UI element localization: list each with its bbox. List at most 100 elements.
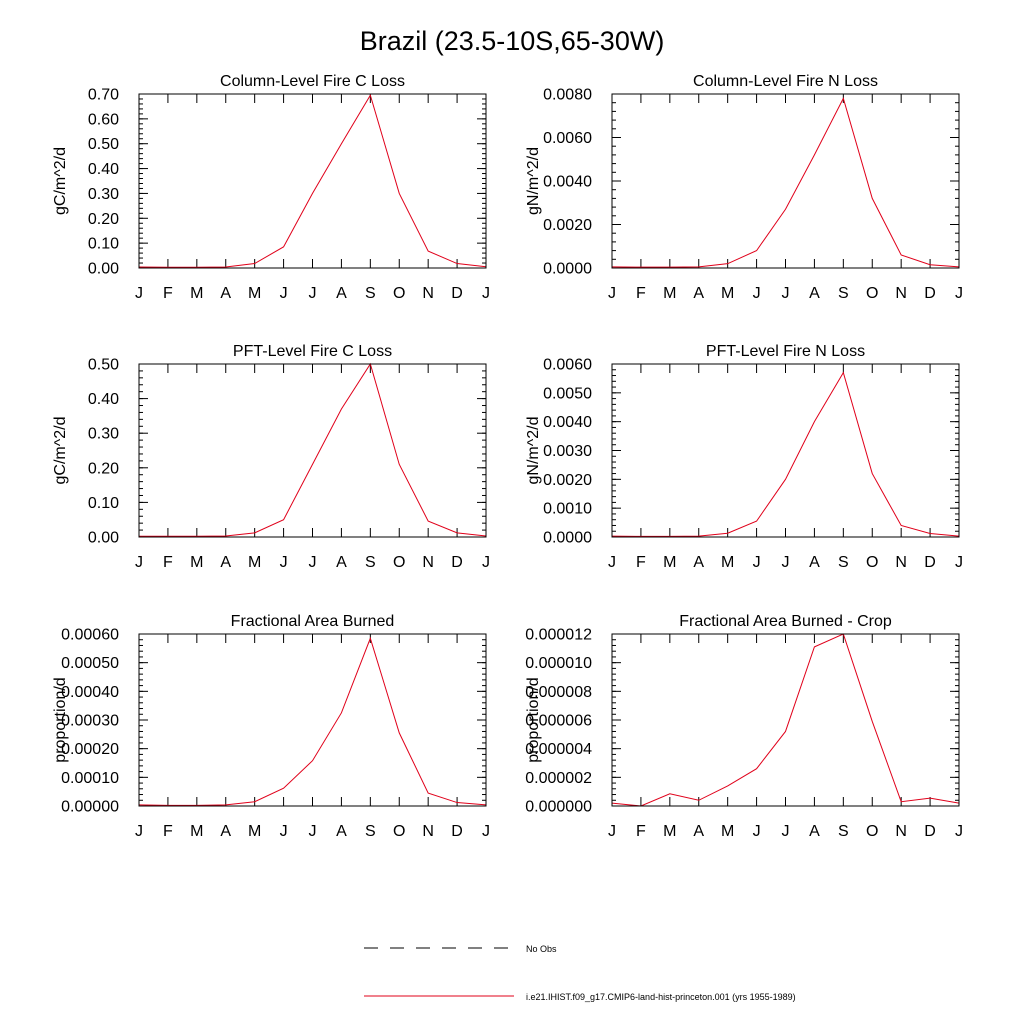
y-tick-label: 0.20 — [88, 211, 119, 228]
x-tick-label: A — [220, 823, 231, 840]
plot-frame — [611, 633, 960, 807]
x-tick-label: M — [663, 554, 676, 571]
y-tick-label: 0.0060 — [543, 130, 592, 147]
x-tick-label: F — [636, 285, 646, 302]
y-tick-label: 0.000012 — [525, 627, 592, 644]
chart-panel: Fractional Area Burned - Crop proportion/… — [525, 613, 963, 840]
chart-panel: Column-Level Fire N Loss gN/m^2/d 0.0000 0.… — [525, 73, 963, 302]
chart-panel: PFT-Level Fire C Loss gC/m^2/d 0.00 0.10 0.2… — [52, 343, 490, 571]
series-line — [611, 371, 960, 537]
chart-panel: Fractional Area Burned proportion/d 0.0000… — [52, 613, 490, 840]
x-tick-label: M — [248, 554, 261, 571]
x-tick-label: J — [782, 554, 790, 571]
x-tick-label: J — [280, 823, 288, 840]
x-tick-label: J — [608, 554, 616, 571]
y-tick-label: 0.000000 — [525, 799, 592, 816]
x-tick-label: M — [721, 285, 734, 302]
x-tick-label: S — [838, 554, 849, 571]
x-tick-label: O — [393, 823, 405, 840]
y-axis-label: gC/m^2/d — [52, 147, 69, 215]
y-tick-label: 0.0000 — [543, 261, 592, 278]
x-tick-label: J — [955, 285, 963, 302]
y-tick-label: 0.00050 — [61, 655, 119, 672]
x-tick-label: M — [190, 285, 203, 302]
x-tick-label: M — [663, 823, 676, 840]
y-tick-label: 0.40 — [88, 391, 119, 408]
y-tick-label: 0.10 — [88, 236, 119, 253]
y-axis-label: proportion/d — [52, 677, 69, 762]
x-tick-label: J — [782, 285, 790, 302]
chart-title: Fractional Area Burned - Crop — [679, 613, 892, 630]
series-line — [138, 636, 487, 806]
y-tick-label: 0.50 — [88, 357, 119, 374]
y-tick-label: 0.50 — [88, 136, 119, 153]
y-tick-label: 0.70 — [88, 87, 119, 104]
x-tick-label: S — [838, 823, 849, 840]
y-tick-label: 0.000008 — [525, 684, 592, 701]
y-tick-label: 0.00010 — [61, 770, 119, 787]
x-tick-label: F — [636, 823, 646, 840]
series-line — [611, 96, 960, 268]
plot-frame — [611, 93, 960, 269]
chart-title: PFT-Level Fire N Loss — [706, 343, 865, 360]
x-tick-label: A — [693, 823, 704, 840]
y-tick-label: 0.0020 — [543, 472, 592, 489]
y-tick-label: 0.40 — [88, 161, 119, 178]
y-tick-label: 0.0010 — [543, 501, 592, 518]
x-tick-label: A — [693, 554, 704, 571]
x-tick-label: F — [163, 285, 173, 302]
y-tick-label: 0.00060 — [61, 627, 119, 644]
y-tick-label: 0.000006 — [525, 713, 592, 730]
y-axis-label: proportion/d — [525, 677, 542, 762]
x-tick-label: D — [924, 823, 936, 840]
chart-title: Column-Level Fire N Loss — [693, 73, 878, 90]
legend-obs-label: No Obs — [526, 944, 557, 954]
y-tick-label: 0.0080 — [543, 87, 592, 104]
x-tick-label: D — [451, 554, 463, 571]
x-tick-label: J — [309, 285, 317, 302]
x-tick-label: A — [693, 285, 704, 302]
x-tick-label: F — [163, 554, 173, 571]
y-tick-label: 0.0050 — [543, 385, 592, 402]
x-tick-label: J — [280, 554, 288, 571]
x-tick-label: J — [135, 285, 143, 302]
y-tick-label: 0.000002 — [525, 770, 592, 787]
y-axis-label: gN/m^2/d — [525, 147, 542, 215]
x-tick-label: D — [924, 285, 936, 302]
x-tick-label: S — [365, 554, 376, 571]
x-tick-label: M — [721, 554, 734, 571]
x-tick-label: F — [636, 554, 646, 571]
x-tick-label: J — [482, 823, 490, 840]
chart-title: Fractional Area Burned — [231, 613, 395, 630]
x-tick-label: M — [721, 823, 734, 840]
y-tick-label: 0.00040 — [61, 684, 119, 701]
x-tick-label: A — [809, 285, 820, 302]
x-tick-label: J — [135, 823, 143, 840]
x-tick-label: S — [838, 285, 849, 302]
x-tick-label: J — [955, 554, 963, 571]
y-axis-label: gC/m^2/d — [52, 417, 69, 485]
y-tick-label: 0.0060 — [543, 357, 592, 374]
y-tick-label: 0.000010 — [525, 655, 592, 672]
y-tick-label: 0.00000 — [61, 799, 119, 816]
plot-frame — [138, 93, 487, 269]
x-tick-label: S — [365, 823, 376, 840]
y-tick-label: 0.0040 — [543, 174, 592, 191]
x-tick-label: N — [422, 823, 434, 840]
x-tick-label: F — [163, 823, 173, 840]
y-tick-label: 0.0040 — [543, 414, 592, 431]
x-tick-label: O — [866, 554, 878, 571]
y-axis-label: gN/m^2/d — [525, 417, 542, 485]
x-tick-label: N — [422, 285, 434, 302]
y-tick-label: 0.20 — [88, 460, 119, 477]
y-tick-label: 0.0020 — [543, 217, 592, 234]
x-tick-label: D — [924, 554, 936, 571]
series-line — [611, 633, 960, 807]
x-tick-label: A — [809, 823, 820, 840]
chart-title: Column-Level Fire C Loss — [220, 73, 405, 90]
x-tick-label: J — [135, 554, 143, 571]
y-tick-label: 0.0030 — [543, 443, 592, 460]
plot-frame — [611, 363, 960, 538]
x-tick-label: N — [895, 285, 907, 302]
